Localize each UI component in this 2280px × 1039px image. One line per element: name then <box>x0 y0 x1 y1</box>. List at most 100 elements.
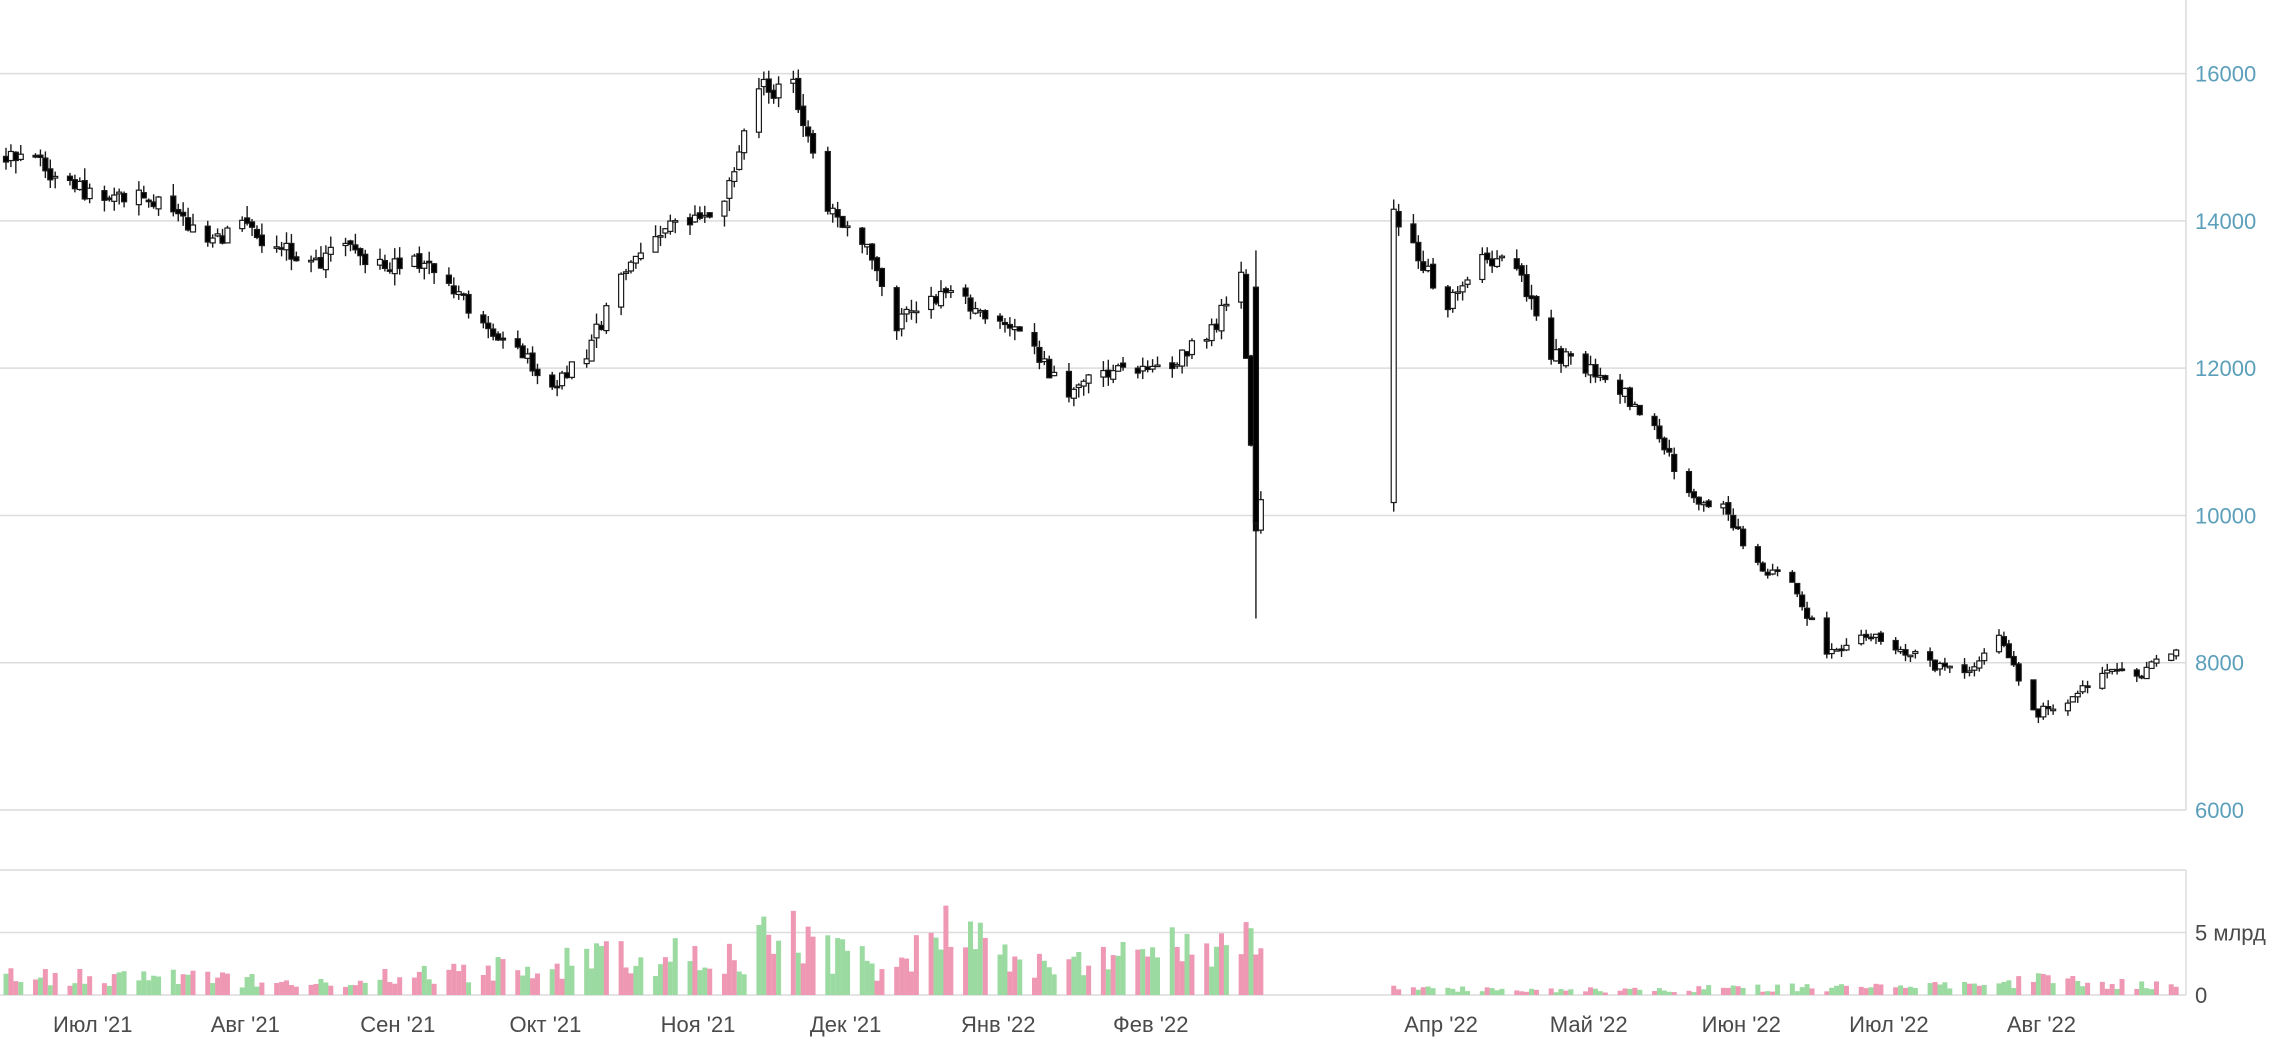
volume-bar <box>1863 988 1869 995</box>
candle <box>1139 357 1146 380</box>
volume-bar <box>1617 990 1623 995</box>
candle <box>741 128 748 160</box>
candle <box>618 272 625 316</box>
candle <box>1110 364 1117 384</box>
candle <box>1971 662 1978 677</box>
volume-bar <box>1661 990 1667 995</box>
candle-body <box>755 88 763 133</box>
candle <box>86 183 93 204</box>
volume-bar <box>2144 988 2150 995</box>
candle <box>352 233 359 254</box>
candle <box>1208 318 1215 347</box>
candle-body <box>1912 650 1919 655</box>
candle <box>1931 659 1939 673</box>
candle-body <box>42 157 49 172</box>
candle-body <box>1154 364 1161 368</box>
candle-body <box>1720 503 1727 509</box>
candle <box>1897 646 1904 655</box>
volume-bar <box>382 969 388 995</box>
candle <box>1754 543 1761 566</box>
x-tick-label: Июн '22 <box>1702 1012 1781 1037</box>
candle-body <box>140 192 147 199</box>
candle-body <box>1523 274 1530 298</box>
volume-bar <box>1135 949 1141 995</box>
volume-bar <box>1258 948 1264 995</box>
candle-body <box>116 191 123 195</box>
volume-bar <box>215 977 221 995</box>
candle <box>1459 281 1466 301</box>
candle <box>416 246 423 273</box>
volume-bar <box>1597 991 1603 995</box>
volume-bar <box>761 916 767 995</box>
candle-body <box>2 155 10 163</box>
candle-body <box>2114 668 2121 672</box>
candle-body <box>1592 364 1599 378</box>
candle <box>1636 404 1643 416</box>
volume-bar <box>274 983 280 995</box>
volume-bar <box>825 935 831 995</box>
candle <box>175 203 182 222</box>
volume-bar <box>446 969 452 995</box>
candle-body <box>1149 365 1156 370</box>
volume-bar <box>431 983 437 995</box>
volume-bar <box>618 941 624 995</box>
volume-bar <box>997 954 1003 995</box>
volume-bar <box>1066 959 1072 995</box>
candle-body <box>726 179 733 199</box>
volume-bar <box>1036 953 1042 995</box>
volume-bar <box>1150 947 1156 995</box>
volume-bar <box>151 975 157 995</box>
candle <box>322 245 329 279</box>
volume-bar <box>1907 986 1913 995</box>
volume-bar <box>1558 989 1564 995</box>
volume-bar <box>2104 988 2110 995</box>
candle <box>116 188 123 205</box>
candle <box>2005 639 2012 659</box>
x-tick-label: Июл '22 <box>1849 1012 1928 1037</box>
candle <box>1867 633 1875 642</box>
candle-body <box>657 235 664 238</box>
candle <box>293 251 300 262</box>
candle <box>1223 296 1230 312</box>
candle <box>1188 338 1196 360</box>
candle-body <box>150 201 157 208</box>
candle <box>2173 648 2180 660</box>
candle <box>1454 286 1461 301</box>
volume-bar <box>1204 943 1210 995</box>
x-tick-label: Авг '22 <box>2007 1012 2076 1037</box>
candle-body <box>1011 326 1018 331</box>
candle <box>1567 351 1574 365</box>
candle <box>1912 649 1919 659</box>
volume-bar <box>313 983 319 995</box>
candle <box>1666 439 1673 457</box>
volume-bar <box>323 982 329 995</box>
volume-bar <box>352 985 358 995</box>
candle-body <box>1557 348 1565 364</box>
candle <box>519 343 526 359</box>
candle <box>239 216 246 232</box>
candle <box>411 253 418 268</box>
volume-bar <box>220 972 226 995</box>
volume-bar <box>279 981 285 995</box>
volume-bar <box>1730 985 1736 995</box>
candle-body <box>667 220 674 232</box>
volume-bar <box>1927 983 1933 995</box>
volume-bar <box>1843 985 1849 995</box>
candle <box>1065 363 1073 403</box>
candle-body <box>135 189 142 206</box>
candle <box>721 200 728 227</box>
candle <box>1444 285 1451 318</box>
volume-bar <box>480 974 486 995</box>
volume-bar <box>598 946 604 995</box>
volume-bar <box>392 983 398 995</box>
candle <box>873 256 881 282</box>
volume-bar <box>623 967 629 995</box>
candle <box>2138 674 2145 680</box>
candle <box>809 129 817 159</box>
volume-bar <box>210 983 216 995</box>
candle <box>317 246 325 269</box>
price-chart: 6000 8000 10000 12000 14000 16000 <box>0 0 2256 823</box>
candle <box>357 247 364 266</box>
candle <box>1631 401 1638 408</box>
candle-body <box>1046 358 1053 379</box>
